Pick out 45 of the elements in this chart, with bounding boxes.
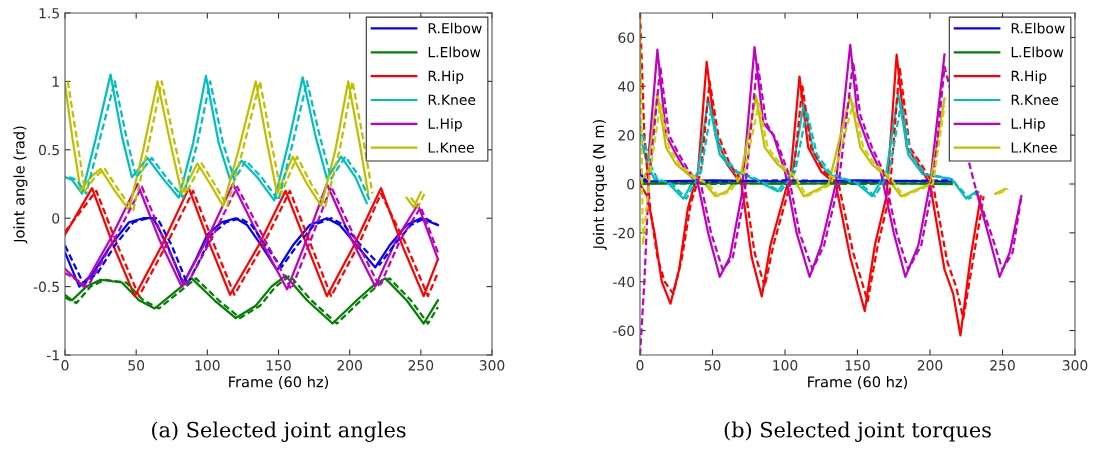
x-tick-label: 50 <box>128 360 145 371</box>
x-tick-label: 50 <box>704 360 721 371</box>
x-axis-title: Frame (60 hz) <box>808 376 908 390</box>
x-tick-label: 100 <box>773 360 798 371</box>
legend-label: R.Hip <box>428 70 464 84</box>
y-tick-label: 0.5 <box>38 144 59 156</box>
y-tick-label: 0 <box>627 178 635 190</box>
y-tick-label: 60 <box>618 32 635 43</box>
y-tick-label: 1.5 <box>39 8 59 19</box>
y-tick-label: -20 <box>613 227 635 239</box>
y-tick-label: -1 <box>46 350 59 361</box>
legend-label: R.Elbow <box>1011 22 1065 34</box>
y-tick-label: 20 <box>618 130 635 141</box>
x-tick-label: 200 <box>917 360 943 371</box>
legend-label: R.Elbow <box>428 22 482 34</box>
x-tick-label: 150 <box>845 360 870 371</box>
text: (b) Selected joint torques <box>724 421 991 442</box>
legend-label: R.Hip <box>1011 70 1047 84</box>
x-tick-label: 250 <box>990 360 1015 371</box>
legend-label: L.Elbow <box>1011 46 1064 58</box>
legend-label: R.Knee <box>428 94 476 106</box>
y-axis-title: Joint torque (N m) <box>592 120 607 250</box>
x-axis-title: Frame (60 hz) <box>229 376 329 390</box>
x-tick-label: 0 <box>61 360 69 371</box>
x-tick-label: 200 <box>337 360 362 371</box>
y-axis-title: Joint angle (rad) <box>13 126 28 244</box>
y-tick-label: -60 <box>613 325 635 337</box>
legend-label: L.Knee <box>1011 142 1057 153</box>
legend-label: R.Knee <box>1011 94 1059 106</box>
x-tick-label: 0 <box>636 360 644 371</box>
y-tick-label: 1 <box>52 76 59 87</box>
legend-label: L.Knee <box>428 142 474 153</box>
legend-label: L.Hip <box>428 118 462 132</box>
x-tick-label: 150 <box>266 360 291 371</box>
legend-label: L.Elbow <box>428 46 481 58</box>
y-tick-label: -40 <box>613 276 635 288</box>
x-tick-label: 300 <box>1062 360 1088 371</box>
x-tick-label: 100 <box>195 360 220 371</box>
legend-label: L.Hip <box>1011 118 1045 132</box>
text: (a) Selected joint angles <box>152 421 406 442</box>
x-tick-label: 300 <box>479 360 505 371</box>
y-tick-label: -0.5 <box>33 281 59 293</box>
x-tick-label: 250 <box>408 360 434 371</box>
y-tick-label: 0 <box>52 213 60 224</box>
y-tick-label: 40 <box>618 81 635 92</box>
